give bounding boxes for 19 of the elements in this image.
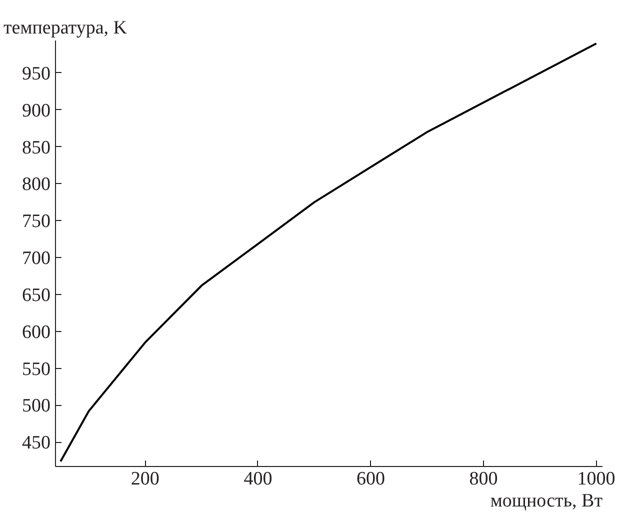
y-tick-label: 450 (22, 432, 50, 454)
y-tick-label: 750 (22, 211, 50, 232)
y-tick-label: 800 (22, 174, 50, 196)
x-tick-label: 1000 (577, 468, 616, 490)
y-tick-label: 900 (22, 100, 50, 122)
y-tick-label: 600 (22, 322, 50, 343)
y-tick-label: 500 (22, 396, 50, 417)
y-tick-label: 950 (22, 63, 50, 84)
y-tick-label: 550 (22, 358, 50, 380)
y-axis-title: температура, K (4, 18, 128, 38)
line-series (60, 42, 598, 462)
x-tick-label: 400 (244, 468, 272, 490)
x-tick-label: 200 (130, 468, 160, 490)
y-tick-label: 650 (22, 284, 50, 306)
y-tick-label: 850 (22, 137, 50, 158)
x-axis-title: мощность, Вт (490, 490, 604, 512)
x-tick-label: 800 (469, 468, 498, 490)
x-tick-label: 600 (356, 468, 385, 490)
y-tick-label: 700 (22, 248, 50, 270)
